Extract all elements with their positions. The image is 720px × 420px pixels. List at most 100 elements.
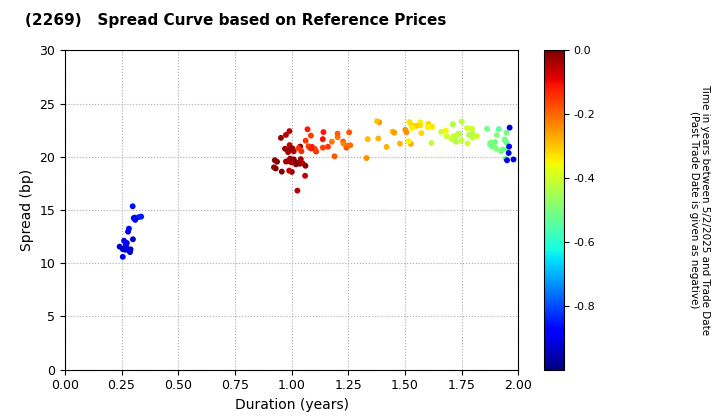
Point	[485, 139, 497, 146]
Point	[121, 240, 132, 247]
Point	[415, 119, 426, 126]
Point	[406, 125, 418, 131]
Point	[345, 142, 356, 149]
Point	[117, 246, 128, 252]
Point	[125, 246, 136, 253]
Point	[271, 158, 283, 165]
Point	[426, 123, 438, 130]
Point	[291, 159, 302, 166]
Point	[338, 138, 349, 145]
Point	[503, 150, 514, 156]
Point	[300, 173, 311, 179]
Point	[508, 156, 519, 163]
Point	[490, 139, 501, 145]
Point	[332, 134, 343, 141]
Point	[118, 237, 130, 244]
Point	[114, 243, 125, 250]
Point	[269, 164, 280, 171]
Point	[123, 225, 135, 232]
Point	[372, 135, 384, 142]
Point	[499, 136, 510, 143]
Point	[343, 129, 355, 136]
Point	[300, 163, 311, 169]
Point	[485, 141, 496, 147]
Point	[467, 130, 478, 137]
Point	[304, 144, 315, 151]
Point	[285, 145, 297, 152]
Point	[446, 136, 457, 143]
Point	[504, 124, 516, 131]
Point	[292, 187, 303, 194]
Point	[297, 160, 308, 167]
Point	[122, 228, 134, 235]
Point	[400, 126, 411, 133]
Point	[120, 242, 132, 249]
Point	[448, 133, 459, 139]
Point	[342, 142, 354, 149]
Point	[305, 145, 317, 152]
Point	[332, 130, 343, 137]
Point	[309, 146, 320, 152]
Point	[467, 125, 478, 132]
Point	[486, 143, 498, 150]
Point	[485, 141, 496, 147]
Point	[284, 128, 295, 134]
Point	[341, 144, 352, 151]
Point	[269, 157, 281, 164]
Point	[500, 139, 512, 146]
Point	[294, 143, 306, 150]
Point	[275, 134, 287, 141]
Point	[282, 158, 294, 165]
Point	[487, 143, 499, 150]
Point	[117, 253, 129, 260]
Point	[294, 160, 305, 167]
Point	[287, 145, 298, 152]
Point	[317, 136, 328, 142]
Point	[305, 132, 317, 139]
Point	[447, 121, 459, 128]
Point	[501, 157, 513, 164]
Point	[306, 144, 318, 150]
Point	[454, 131, 465, 137]
Point	[284, 167, 295, 174]
Point	[381, 144, 392, 150]
Point	[405, 121, 417, 128]
Point	[389, 129, 400, 136]
Point	[300, 137, 311, 144]
Point	[317, 144, 328, 151]
Point	[123, 247, 135, 253]
Point	[499, 136, 510, 143]
Point	[490, 145, 502, 152]
Point	[449, 134, 460, 141]
Point	[404, 118, 415, 125]
Point	[293, 145, 305, 152]
Point	[127, 203, 138, 210]
Point	[282, 147, 294, 154]
Point	[491, 132, 503, 139]
Point	[440, 127, 451, 134]
Point	[120, 241, 132, 248]
Point	[286, 159, 297, 166]
Point	[282, 149, 294, 155]
Point	[279, 145, 291, 152]
Point	[423, 121, 434, 127]
Point	[135, 213, 147, 220]
Point	[125, 249, 136, 255]
Point	[467, 134, 478, 141]
Point	[133, 214, 145, 220]
Point	[436, 129, 447, 135]
Point	[120, 247, 131, 253]
Point	[290, 161, 302, 168]
Point	[501, 146, 513, 152]
Point	[387, 128, 398, 135]
Point	[497, 146, 508, 153]
Point	[302, 143, 314, 150]
Point	[128, 215, 140, 221]
Point	[401, 129, 413, 136]
Point	[296, 148, 307, 155]
Point	[318, 129, 329, 135]
Point	[493, 126, 505, 132]
Text: (2269)   Spread Curve based on Reference Prices: (2269) Spread Curve based on Reference P…	[25, 13, 446, 28]
Point	[338, 140, 349, 147]
Point	[450, 139, 462, 145]
